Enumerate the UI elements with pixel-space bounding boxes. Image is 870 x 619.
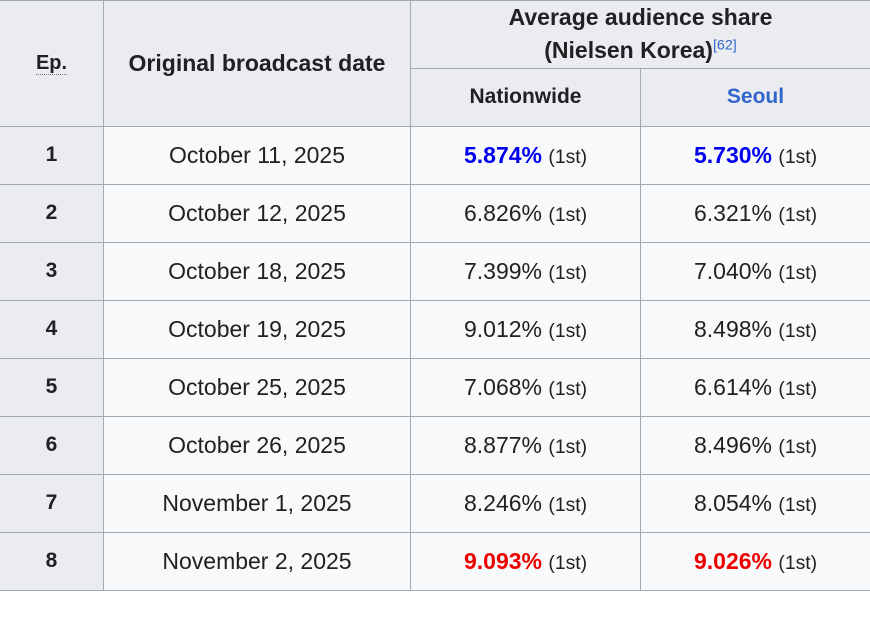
column-header-seoul: Seoul [640,67,870,127]
episode-number-cell: 1 [0,125,104,185]
broadcast-date-cell: October 18, 2025 [103,241,411,301]
share-header-line1: Average audience share [508,4,773,30]
seoul-share-rank: (1st) [778,320,818,342]
broadcast-date-cell: October 26, 2025 [103,415,411,475]
broadcast-date-cell: October 25, 2025 [103,357,411,417]
header-row-primary: Ep. Original broadcast date Average audi… [0,0,870,127]
episode-number-cell: 8 [0,531,104,591]
reference-superscript: [62] [713,38,737,54]
nationwide-share-cell: 8.877% (1st) [410,415,641,475]
audience-share-table: Ep. Original broadcast date Average audi… [0,0,870,591]
nationwide-share-rank: (1st) [548,320,588,342]
table-row: 2 October 12, 2025 6.826% (1st) 6.321% (1st… [0,183,870,243]
seoul-link[interactable]: Seoul [726,85,785,109]
nationwide-share-cell: 5.874% (1st) [410,125,641,185]
seoul-share-cell: 6.321% (1st) [640,183,870,243]
seoul-share-value: 6.321% [693,199,772,226]
broadcast-date-cell: October 12, 2025 [103,183,411,243]
column-header-episode: Ep. [0,0,104,127]
seoul-share-cell: 8.496% (1st) [640,415,870,475]
reference-link-62[interactable]: [62] [712,37,737,54]
episode-number-cell: 7 [0,473,104,533]
table-row: 4 October 19, 2025 9.012% (1st) 8.498% (1st… [0,299,870,359]
broadcast-date-cell: October 11, 2025 [103,125,411,185]
seoul-share-value: 8.498% [693,315,772,342]
column-header-average-audience-share: Average audience share (Nielsen Korea)[62… [410,0,870,69]
seoul-share-value: 9.026% [693,547,772,574]
share-header-line2: (Nielsen Korea) [544,37,713,64]
table-row: 1 October 11, 2025 5.874% (1st) 5.730% (1st… [0,125,870,185]
episode-abbr[interactable]: Ep. [35,52,68,76]
nationwide-share-value: 7.399% [463,257,542,284]
nationwide-share-value: 8.246% [463,489,542,516]
seoul-share-rank: (1st) [778,262,818,284]
table-row: 7 November 1, 2025 8.246% (1st) 8.054% (1st… [0,473,870,533]
column-header-nationwide: Nationwide [410,67,641,127]
nationwide-share-rank: (1st) [548,204,588,226]
seoul-share-value: 7.040% [693,257,772,284]
seoul-share-rank: (1st) [778,378,818,400]
broadcast-date-cell: November 2, 2025 [103,531,411,591]
broadcast-date-cell: November 1, 2025 [103,473,411,533]
nationwide-share-cell: 8.246% (1st) [410,473,641,533]
seoul-share-cell: 6.614% (1st) [640,357,870,417]
episode-number-cell: 6 [0,415,104,475]
nationwide-share-rank: (1st) [548,436,588,458]
header-row-secondary: Nationwide Seoul [0,67,870,127]
seoul-share-rank: (1st) [778,204,818,226]
seoul-share-cell: 8.498% (1st) [640,299,870,359]
table-body: 1 October 11, 2025 5.874% (1st) 5.730% (1st… [0,125,870,591]
table-row: 3 October 18, 2025 7.399% (1st) 7.040% (1st… [0,241,870,301]
nationwide-share-rank: (1st) [548,552,588,574]
episode-number-cell: 3 [0,241,104,301]
table-row: 6 October 26, 2025 8.877% (1st) 8.496% (1st… [0,415,870,475]
table-head: Ep. Original broadcast date Average audi… [0,0,870,127]
nationwide-share-value: 6.826% [463,199,542,226]
nationwide-share-value: 8.877% [463,431,542,458]
seoul-share-value: 8.054% [693,489,772,516]
seoul-share-rank: (1st) [778,552,818,574]
nationwide-share-value: 9.012% [463,315,542,342]
seoul-share-cell: 8.054% (1st) [640,473,870,533]
nationwide-share-cell: 9.093% (1st) [410,531,641,591]
nationwide-share-value: 5.874% [463,141,542,168]
episode-number-cell: 5 [0,357,104,417]
table-row: 8 November 2, 2025 9.093% (1st) 9.026% (1st… [0,531,870,591]
nationwide-share-cell: 7.068% (1st) [410,357,641,417]
seoul-share-rank: (1st) [778,146,818,168]
table-row: 5 October 25, 2025 7.068% (1st) 6.614% (1st… [0,357,870,417]
seoul-share-value: 6.614% [693,373,772,400]
nationwide-share-cell: 9.012% (1st) [410,299,641,359]
broadcast-date-cell: October 19, 2025 [103,299,411,359]
seoul-share-cell: 5.730% (1st) [640,125,870,185]
nationwide-share-rank: (1st) [548,494,588,516]
nationwide-share-value: 9.093% [463,547,542,574]
seoul-share-rank: (1st) [778,436,818,458]
nationwide-share-rank: (1st) [548,146,588,168]
episode-number-cell: 2 [0,183,104,243]
seoul-share-value: 8.496% [693,431,772,458]
seoul-share-cell: 9.026% (1st) [640,531,870,591]
nationwide-share-rank: (1st) [548,378,588,400]
nationwide-share-rank: (1st) [548,262,588,284]
nationwide-share-cell: 7.399% (1st) [410,241,641,301]
nationwide-share-cell: 6.826% (1st) [410,183,641,243]
seoul-share-rank: (1st) [778,494,818,516]
episode-number-cell: 4 [0,299,104,359]
nationwide-share-value: 7.068% [463,373,542,400]
seoul-share-value: 5.730% [693,141,772,168]
seoul-share-cell: 7.040% (1st) [640,241,870,301]
column-header-broadcast-date: Original broadcast date [103,0,411,127]
